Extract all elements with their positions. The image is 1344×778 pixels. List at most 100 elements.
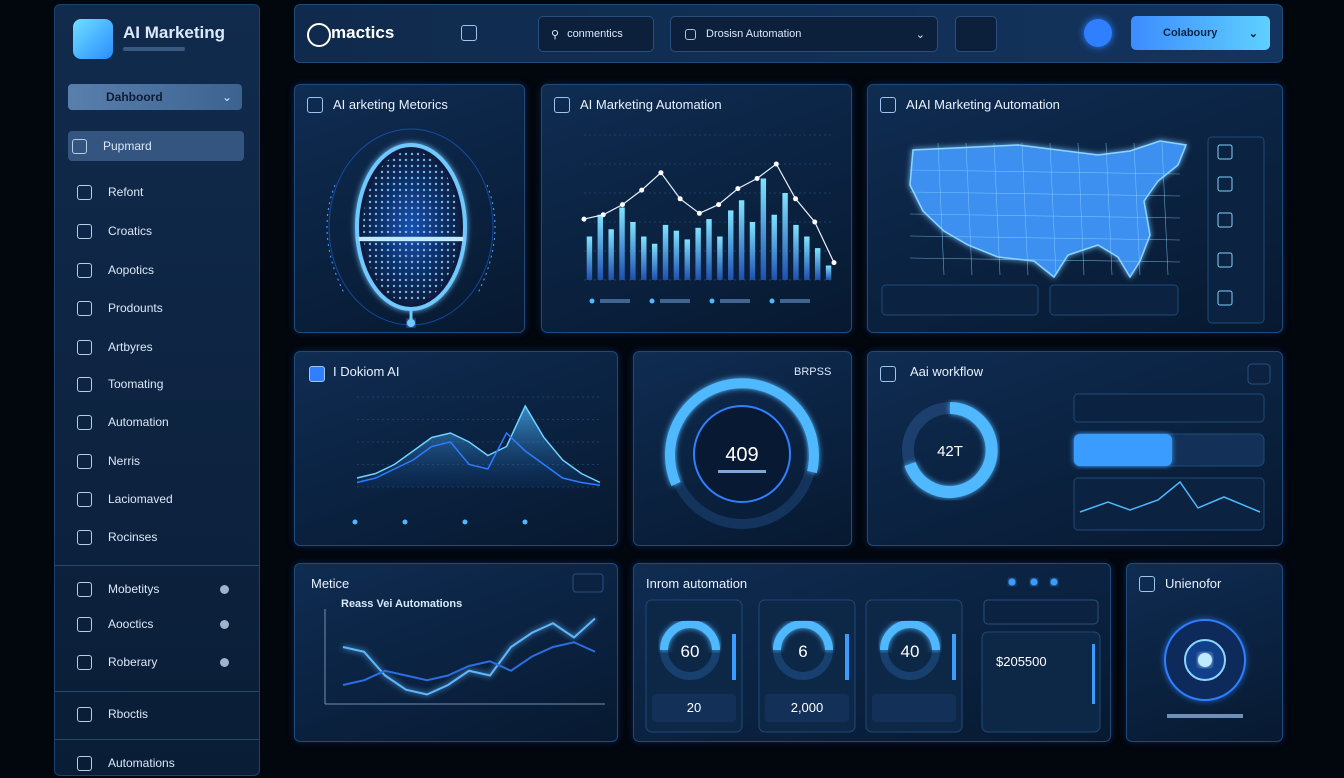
head-band [359, 237, 463, 241]
nav-icon [77, 755, 92, 771]
nav-label: Nerris [108, 454, 140, 468]
nav-icon [77, 184, 92, 200]
nav-item[interactable]: Automation [73, 407, 243, 437]
panel-title: Aai workflow [910, 364, 983, 379]
nav-icon [77, 300, 92, 316]
legend-dot [352, 519, 358, 525]
metrics-panel: AI arketing Metorics [294, 84, 525, 333]
nav-item[interactable]: Croatics [73, 216, 243, 246]
dashboard-dropdown[interactable]: Dahboord ⌄ [68, 84, 242, 110]
panel-icon [880, 97, 896, 113]
trend-line [583, 163, 835, 263]
doc-icon[interactable] [461, 25, 477, 41]
panel-graphic [352, 396, 601, 525]
nav-item[interactable]: Laciomaved [73, 484, 243, 514]
nav-label: Laciomaved [108, 492, 173, 506]
trend-point [696, 210, 702, 216]
bar [717, 236, 723, 280]
bar-panel: AI Marketing Automation [541, 84, 852, 333]
state-border [909, 213, 1181, 219]
bar [825, 265, 832, 280]
bar [597, 214, 604, 280]
nav-item[interactable]: Toomating [73, 369, 243, 399]
nav-icon [77, 339, 92, 355]
panel-graphic: 42T [902, 363, 1271, 531]
trend-point [793, 196, 799, 202]
nav-item[interactable]: Nerris [73, 446, 243, 476]
workflow-row [1073, 477, 1265, 531]
legend-dot [522, 519, 528, 525]
state-border [1077, 142, 1085, 276]
nav-label: Artbyres [108, 340, 153, 354]
mini-gauge-arc [880, 620, 940, 651]
side-item [1217, 176, 1233, 192]
nav-item[interactable]: Roberary [73, 647, 243, 677]
series-line [342, 641, 596, 686]
nav-item[interactable]: Mobetitys [73, 574, 243, 604]
nav-item[interactable]: Aopotics [73, 255, 243, 285]
bar [706, 219, 712, 280]
orb-center [1198, 653, 1212, 667]
legend-bar [720, 299, 750, 303]
nav-item[interactable]: Prodounts [73, 293, 243, 323]
card-value: 20 [687, 700, 701, 715]
bar [641, 236, 647, 280]
nav-icon [77, 453, 92, 469]
mini-gauge-arc [660, 620, 720, 651]
sparkline [1079, 480, 1261, 513]
select-text: Drosisn Automation [706, 28, 802, 40]
nav-item[interactable]: Rocinses [73, 522, 243, 552]
panel-title: I Dokiom AI [333, 364, 400, 379]
bar [695, 227, 701, 280]
logo-text: mactics [331, 23, 395, 42]
status-dot [220, 619, 229, 629]
state-border [937, 142, 945, 276]
nav-item[interactable]: Automations [73, 748, 243, 778]
trend-point [619, 202, 625, 208]
bar [673, 230, 680, 280]
legend-dot [462, 519, 468, 525]
select-icon [685, 28, 696, 40]
automation-select[interactable]: Drosisn Automation ⌄ [670, 16, 938, 52]
ring-value: 42T [937, 443, 963, 460]
bar [771, 214, 777, 280]
nav-label: Refont [108, 185, 144, 199]
us-map [909, 140, 1188, 279]
collab-button[interactable]: Colaboury ⌄ [1131, 16, 1270, 50]
amount-card [981, 631, 1101, 733]
mini-gauge-arc [773, 620, 833, 651]
gauge-panel: BRPSS 409 [633, 351, 852, 546]
nav-item[interactable]: Rboctis [73, 699, 243, 729]
panel-icon [554, 97, 570, 113]
bar [814, 248, 821, 280]
nav-item[interactable]: Aooctics [73, 609, 243, 639]
head-node [407, 319, 415, 327]
search-icon: ⚲ [551, 28, 560, 41]
nav-item[interactable]: Artbyres [73, 332, 243, 362]
state-border [1105, 142, 1113, 276]
filter-button[interactable] [572, 573, 604, 593]
state-border [1021, 142, 1029, 276]
sidebar: AI Marketing Dahboord ⌄ Pupmard Refont Croa… [54, 4, 260, 776]
card-footer [872, 694, 956, 722]
search-box[interactable]: ⚲ conmentics [538, 16, 654, 52]
line-panel: Metice Reass Vei Automations [294, 563, 618, 742]
separator [55, 565, 259, 566]
profile-button[interactable] [1084, 19, 1112, 47]
nav-label: Aooctics [108, 617, 154, 631]
map-panel: AIAI Marketing Automation [867, 84, 1283, 333]
bar [782, 193, 788, 280]
orb-caption [1167, 714, 1243, 718]
workflow-panel: Aai workflow 42T [867, 351, 1283, 546]
amount-select[interactable] [983, 599, 1099, 625]
state-border [909, 235, 1181, 241]
nav-item[interactable]: Pupmard [68, 131, 244, 161]
gauge-sub [718, 470, 766, 473]
settings-button[interactable] [955, 16, 997, 52]
nav-icon [77, 654, 92, 670]
nav-icon [77, 223, 92, 239]
trend-point [658, 170, 664, 176]
dropdown-button[interactable] [1247, 363, 1271, 385]
nav-item[interactable]: Refont [73, 177, 243, 207]
chevron: ⌄ [1248, 27, 1258, 40]
